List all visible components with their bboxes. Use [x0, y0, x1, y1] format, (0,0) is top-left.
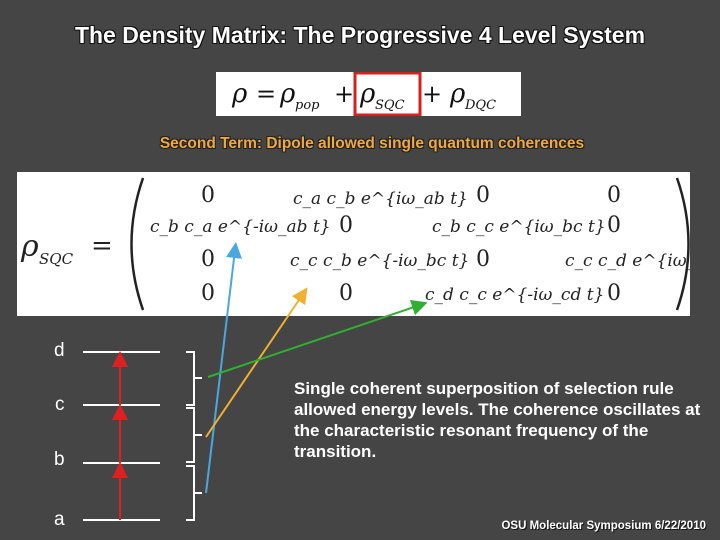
cell-4-2: 0 [339, 281, 353, 306]
matrix-lhs-sub: SQC [39, 250, 74, 268]
equation-svg: ρ = ρ pop + ρ SQC + ρ DQC [231, 72, 496, 116]
cell-2-2: 0 [339, 213, 353, 238]
eq-term1: ρ [279, 79, 296, 109]
eq-plus1: + [334, 80, 354, 108]
eq-term3: ρ [449, 79, 466, 109]
matrix-lhs: ρ [20, 229, 39, 264]
eq-term2-sub: SQC [375, 98, 405, 113]
level-label-b: b [54, 449, 65, 470]
cell-2-4: 0 [607, 213, 621, 238]
cell-3-2: c_c c_b e^{-iω_bc t} [290, 251, 469, 271]
coherence-description: Single coherent superposition of selecti… [294, 379, 701, 461]
bracket-ab [186, 465, 202, 521]
slide-title: The Density Matrix: The Progressive 4 Le… [74, 22, 646, 48]
cell-3-4: c_c c_d e^{iω_cd t} [565, 251, 690, 271]
density-matrix-equation: ρ = ρ pop + ρ SQC + ρ DQC [216, 72, 521, 116]
sqc-highlight-box [353, 72, 422, 116]
cell-3-3: 0 [476, 247, 490, 272]
cell-3-1: 0 [201, 247, 215, 272]
cell-1-1: 0 [201, 183, 215, 208]
left-paren [130, 177, 145, 311]
level-label-d: d [54, 340, 65, 361]
level-label-c: c [55, 394, 65, 415]
cell-1-3: 0 [476, 183, 490, 208]
sqc-matrix: ρ SQC = 0 c_a c_b e^{iω_ab t} 0 0 c_b c_… [17, 172, 720, 316]
bracket-bc [186, 407, 202, 463]
matrix-svg: ρ SQC = 0 c_a c_b e^{iω_ab t} 0 0 c_b c_… [20, 177, 720, 311]
bracket-cd [186, 351, 202, 406]
cell-4-4: 0 [607, 281, 621, 306]
matrix-equals: = [91, 231, 113, 261]
cell-1-2: c_a c_b e^{iω_ab t} [293, 189, 468, 209]
cell-2-1: c_b c_a e^{-iω_ab t} [150, 217, 331, 237]
cell-4-3: c_d c_c e^{-iω_cd t} [425, 285, 604, 305]
right-paren [675, 177, 690, 311]
pointer-arrow-ab [205, 242, 242, 494]
eq-plus2: + [422, 80, 442, 108]
slide-subtitle: Second Term: Dipole allowed single quant… [159, 135, 585, 152]
eq-equals: = [256, 80, 276, 108]
pointer-arrow-bc [205, 287, 308, 438]
cell-1-4: 0 [607, 183, 621, 208]
eq-term1-sub: pop [295, 98, 320, 113]
footer-text: OSU Molecular Symposium 6/22/2010 [501, 520, 706, 532]
eq-term2: ρ [359, 79, 376, 109]
pointer-arrow-cd [207, 299, 428, 378]
eq-term3-sub: DQC [464, 98, 496, 113]
level-label-a: a [54, 509, 65, 530]
cell-2-3: c_b c_c e^{iω_bc t} [432, 217, 606, 237]
cell-4-1: 0 [201, 281, 215, 306]
eq-lhs: ρ [231, 79, 248, 109]
